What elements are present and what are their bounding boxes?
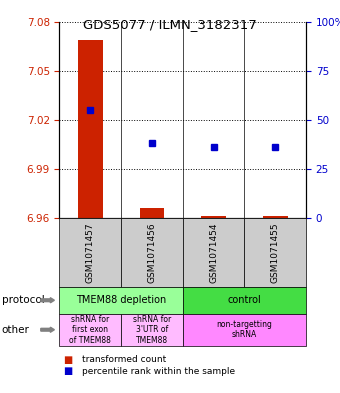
Bar (140, 208, 164, 218)
Bar (263, 216, 288, 218)
Text: GSM1071456: GSM1071456 (148, 222, 156, 283)
Text: GDS5077 / ILMN_3182317: GDS5077 / ILMN_3182317 (83, 18, 257, 31)
Text: GSM1071455: GSM1071455 (271, 222, 280, 283)
Text: TMEM88 depletion: TMEM88 depletion (76, 295, 166, 305)
Text: ■: ■ (63, 366, 72, 376)
Bar (201, 216, 226, 218)
Text: GSM1071457: GSM1071457 (86, 222, 95, 283)
Text: transformed count: transformed count (82, 355, 166, 364)
Bar (78, 40, 103, 218)
Text: shRNA for
first exon
of TMEM88: shRNA for first exon of TMEM88 (69, 315, 111, 345)
Text: other: other (2, 325, 30, 335)
Text: control: control (227, 295, 261, 305)
Text: ■: ■ (63, 354, 72, 365)
Text: non-targetting
shRNA: non-targetting shRNA (217, 320, 272, 340)
Text: percentile rank within the sample: percentile rank within the sample (82, 367, 235, 376)
Text: GSM1071454: GSM1071454 (209, 222, 218, 283)
Text: protocol: protocol (2, 295, 45, 305)
Text: shRNA for
3'UTR of
TMEM88: shRNA for 3'UTR of TMEM88 (133, 315, 171, 345)
